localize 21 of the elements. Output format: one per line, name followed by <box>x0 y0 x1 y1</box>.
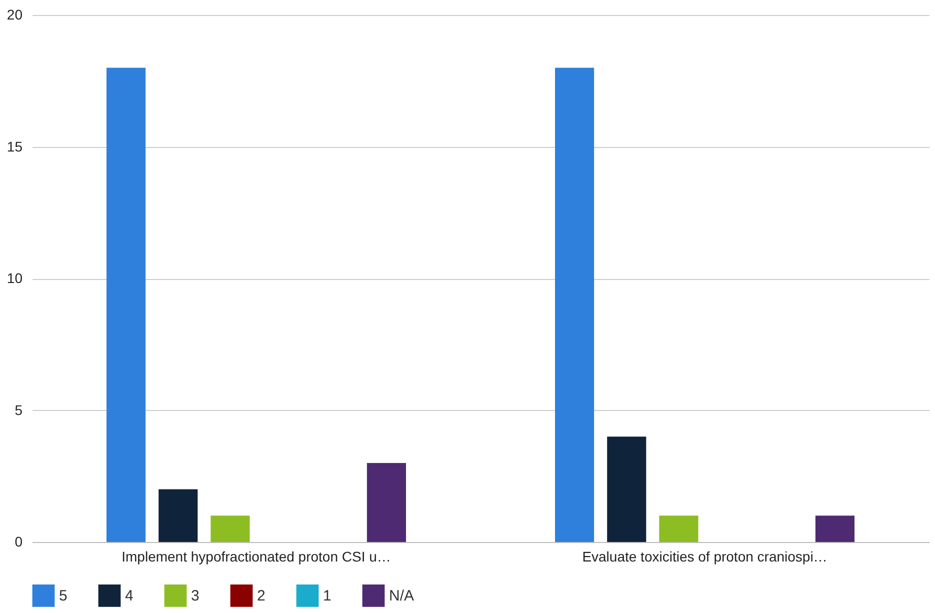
y-tick-label: 5 <box>14 402 23 418</box>
legend-label: 3 <box>191 588 200 605</box>
legend-label: 4 <box>125 588 134 605</box>
legend-label: 5 <box>59 588 68 605</box>
y-tick-label: 0 <box>14 534 23 550</box>
bar <box>607 436 646 542</box>
bar <box>659 516 698 542</box>
legend-label: 1 <box>323 588 332 605</box>
bar <box>158 489 198 542</box>
bar <box>210 516 250 542</box>
bar <box>815 516 854 542</box>
x-tick-label: Implement hypofractionated proton CSI u… <box>122 548 391 564</box>
x-tick-label: Evaluate toxicities of proton craniospi… <box>582 548 828 564</box>
y-tick-label: 10 <box>6 270 23 286</box>
legend-label: N/A <box>389 588 414 605</box>
legend-label: 2 <box>257 588 266 605</box>
bar <box>366 462 406 542</box>
y-tick-label: 15 <box>6 138 23 154</box>
bar <box>106 68 146 542</box>
y-tick-label: 20 <box>6 6 23 22</box>
bar <box>555 68 594 542</box>
